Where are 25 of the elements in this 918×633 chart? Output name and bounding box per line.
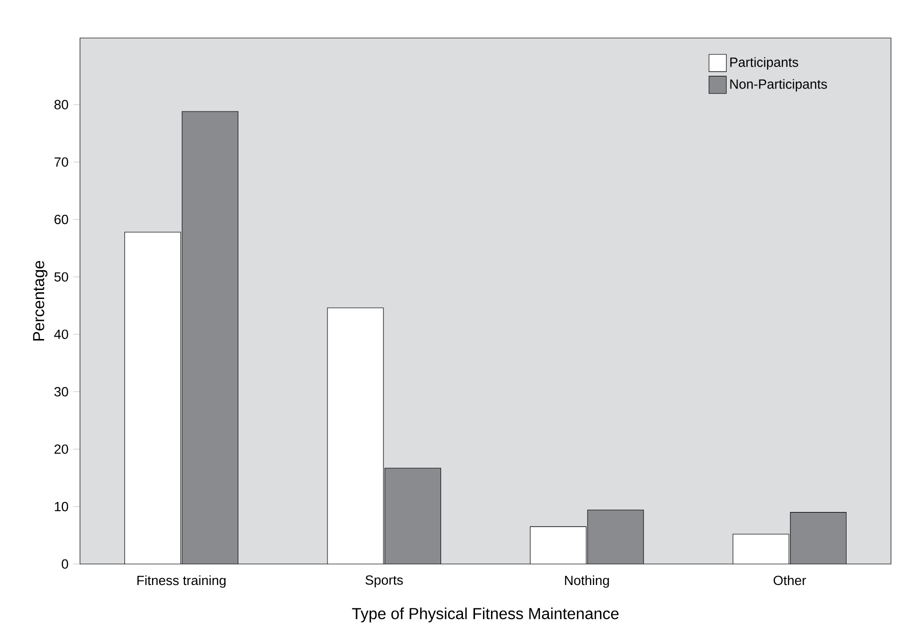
x-tick-label: Nothing [565, 575, 609, 588]
y-tick-label: 50 [54, 272, 68, 282]
legend-label: Non-Participants [730, 79, 827, 92]
y-tick-label: 70 [54, 157, 68, 167]
y-tick-label: 40 [54, 330, 68, 340]
bar [124, 232, 181, 564]
x-tick-label: Fitness training [137, 575, 226, 588]
y-tick-label: 80 [54, 100, 68, 110]
y-tick-label: 30 [54, 387, 68, 396]
bar [732, 534, 790, 564]
bar [790, 512, 847, 564]
legend-label: Participants [730, 57, 798, 70]
bar [182, 111, 238, 564]
bar [384, 468, 442, 564]
x-tick-label: Other [774, 575, 806, 586]
bar [327, 308, 384, 564]
bar [530, 526, 586, 564]
y-tick-label: 0 [62, 559, 68, 569]
x-tick-label: Sports [366, 575, 403, 588]
y-axis-title: Percentage [33, 260, 48, 340]
y-tick-label: 60 [54, 214, 68, 224]
y-tick-label: 20 [54, 444, 68, 454]
bar [587, 510, 644, 564]
y-tick-label: 10 [54, 502, 68, 512]
x-axis-title: Type of Physical Fitness Maintenance [352, 608, 619, 622]
